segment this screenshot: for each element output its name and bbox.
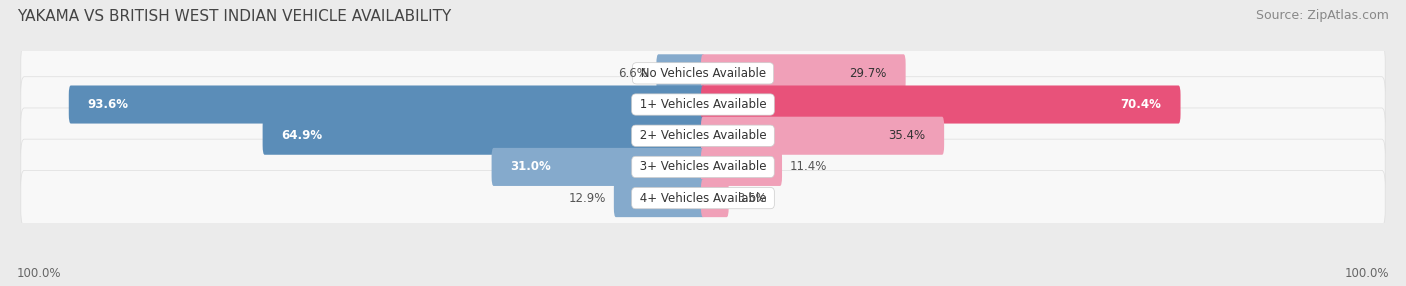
FancyBboxPatch shape (702, 179, 728, 217)
Text: 12.9%: 12.9% (568, 192, 606, 204)
Text: 100.0%: 100.0% (1344, 267, 1389, 280)
Text: 11.4%: 11.4% (790, 160, 828, 173)
Text: 64.9%: 64.9% (281, 129, 322, 142)
Text: 3.5%: 3.5% (737, 192, 766, 204)
FancyBboxPatch shape (21, 170, 1385, 226)
Text: 35.4%: 35.4% (889, 129, 925, 142)
Text: 4+ Vehicles Available: 4+ Vehicles Available (636, 192, 770, 204)
FancyBboxPatch shape (657, 54, 704, 92)
Text: 31.0%: 31.0% (510, 160, 551, 173)
FancyBboxPatch shape (21, 108, 1385, 164)
FancyBboxPatch shape (21, 77, 1385, 132)
FancyBboxPatch shape (69, 86, 704, 124)
FancyBboxPatch shape (492, 148, 704, 186)
Text: No Vehicles Available: No Vehicles Available (637, 67, 769, 80)
Text: 3+ Vehicles Available: 3+ Vehicles Available (636, 160, 770, 173)
FancyBboxPatch shape (263, 117, 704, 155)
FancyBboxPatch shape (21, 139, 1385, 195)
FancyBboxPatch shape (702, 54, 905, 92)
Text: 70.4%: 70.4% (1121, 98, 1161, 111)
Text: 100.0%: 100.0% (17, 267, 62, 280)
FancyBboxPatch shape (702, 117, 945, 155)
Text: 6.6%: 6.6% (619, 67, 648, 80)
Text: 93.6%: 93.6% (87, 98, 129, 111)
Text: YAKAMA VS BRITISH WEST INDIAN VEHICLE AVAILABILITY: YAKAMA VS BRITISH WEST INDIAN VEHICLE AV… (17, 9, 451, 23)
Text: 1+ Vehicles Available: 1+ Vehicles Available (636, 98, 770, 111)
FancyBboxPatch shape (614, 179, 704, 217)
Text: 2+ Vehicles Available: 2+ Vehicles Available (636, 129, 770, 142)
FancyBboxPatch shape (21, 45, 1385, 101)
Text: Source: ZipAtlas.com: Source: ZipAtlas.com (1256, 9, 1389, 21)
Text: 29.7%: 29.7% (849, 67, 887, 80)
FancyBboxPatch shape (702, 86, 1181, 124)
FancyBboxPatch shape (702, 148, 782, 186)
